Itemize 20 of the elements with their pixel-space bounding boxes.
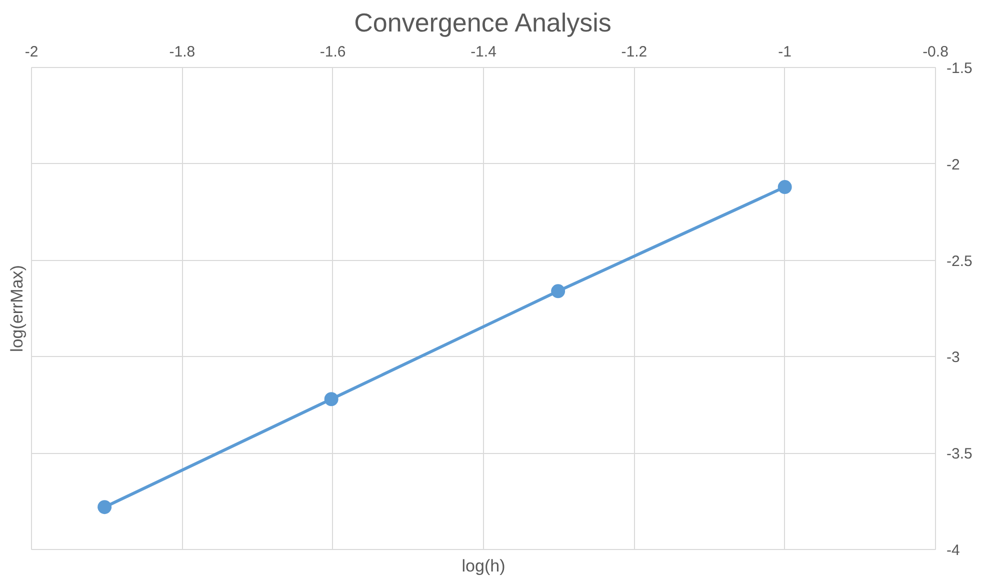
y-tick-label: -3 [946, 349, 960, 366]
y-tick-label: -4 [946, 542, 960, 559]
y-tick-label: -2.5 [946, 252, 972, 270]
y-axis-title: log(errMax) [8, 265, 26, 352]
x-tick-label: -1 [778, 44, 792, 60]
y-tick-label: -1.5 [946, 60, 972, 77]
x-tick-label: -0.8 [922, 44, 948, 60]
x-tick-label: -1.2 [621, 44, 648, 60]
point [778, 180, 792, 194]
y-tick-label: -3.5 [946, 446, 972, 463]
y-tick-label: -2 [946, 156, 960, 174]
x-axis-title: log(h) [462, 556, 506, 576]
point [324, 392, 338, 406]
x-tick-label: -2 [24, 44, 38, 60]
chart-title: Convergence Analysis [354, 8, 612, 38]
x-tick-label: -1.4 [470, 44, 496, 60]
x-tick-label: -1.6 [320, 44, 346, 60]
point [98, 500, 112, 514]
point [551, 284, 566, 298]
x-tick-label: -1.8 [169, 44, 196, 60]
